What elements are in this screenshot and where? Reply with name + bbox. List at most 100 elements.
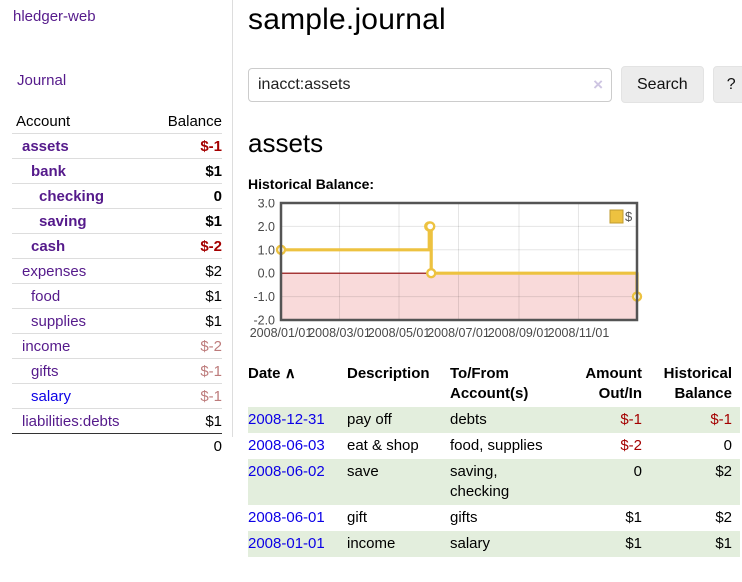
transaction-amount: $-1 <box>620 411 642 428</box>
transaction-date-link[interactable]: 2008-01-01 <box>248 535 325 552</box>
sidebar-account-liabilities-debts[interactable]: liabilities:debts <box>22 413 120 430</box>
account-table-header: Account Balance <box>12 109 222 133</box>
transaction-description: gift <box>347 509 368 526</box>
account-balance: $-2 <box>200 238 222 255</box>
register-table: Date ∧ Description To/From Account(s) Am… <box>248 361 740 557</box>
transaction-description: save <box>347 463 379 480</box>
historical-balance-chart: $3.0 2.0 1.0 0.0 -1.0 -2.02008/01/012008/03/0… <box>250 199 643 340</box>
transaction-description: eat & shop <box>347 437 419 454</box>
transaction-row: 2008-12-31 pay off debts $-1 $-1 <box>248 407 740 433</box>
account-balance: 0 <box>213 188 222 205</box>
svg-text:0.0: 0.0 <box>258 267 275 281</box>
clear-search-icon[interactable]: × <box>593 74 603 94</box>
transaction-date-link[interactable]: 2008-12-31 <box>248 411 325 428</box>
account-column-header: Account <box>16 113 71 130</box>
account-balance: $1 <box>205 288 222 305</box>
transaction-row: 2008-01-01 income salary $1 $1 <box>248 531 740 557</box>
sidebar-account-row: income $-2 <box>12 333 222 358</box>
sidebar-account-supplies[interactable]: supplies <box>31 313 87 330</box>
sidebar-account-salary[interactable]: salary <box>31 388 72 405</box>
help-button[interactable]: ? <box>712 66 742 103</box>
svg-text:2008/07/01: 2008/07/01 <box>427 326 490 340</box>
svg-text:1.0: 1.0 <box>258 243 275 257</box>
svg-text:2.0: 2.0 <box>258 220 275 234</box>
transaction-accounts: food, supplies <box>450 437 543 454</box>
svg-text:2008/11/01: 2008/11/01 <box>548 326 610 340</box>
transaction-balance: $2 <box>715 463 732 480</box>
transaction-row: 2008-06-03 eat & shop food, supplies $-2… <box>248 433 740 459</box>
svg-text:2008/05/01: 2008/05/01 <box>368 326 431 340</box>
page-title: sample.journal <box>248 3 446 36</box>
transaction-balance: $-1 <box>710 411 732 428</box>
transaction-description: pay off <box>347 411 392 428</box>
account-balance: $1 <box>205 313 222 330</box>
account-heading: assets <box>248 128 324 158</box>
sidebar-account-gifts[interactable]: gifts <box>31 363 59 380</box>
nav-journal-link[interactable]: Journal <box>17 72 67 89</box>
sidebar-account-row: checking 0 <box>12 183 222 208</box>
description-column-header: Description <box>347 365 430 382</box>
transaction-date-link[interactable]: 2008-06-01 <box>248 509 325 526</box>
transaction-accounts: saving, checking <box>450 463 510 500</box>
transaction-balance: 0 <box>723 437 732 454</box>
account-balance: $-1 <box>200 138 222 155</box>
transaction-accounts: salary <box>450 535 491 552</box>
account-balance: $-1 <box>200 363 222 380</box>
transaction-accounts: gifts <box>450 509 478 526</box>
transaction-amount: 0 <box>633 463 642 480</box>
sidebar-total-row: 0 <box>12 433 222 458</box>
account-balance: $1 <box>205 163 222 180</box>
sidebar-account-food[interactable]: food <box>31 288 61 305</box>
sidebar-account-bank[interactable]: bank <box>31 163 67 180</box>
sidebar-account-row: gifts $-1 <box>12 358 222 383</box>
transaction-accounts: debts <box>450 411 487 428</box>
account-balance: $-2 <box>200 338 222 355</box>
date-column-header[interactable]: Date ∧ <box>248 365 296 382</box>
svg-text:3.0: 3.0 <box>258 199 275 211</box>
sidebar-account-income[interactable]: income <box>22 338 71 355</box>
register-header-row: Date ∧ Description To/From Account(s) Am… <box>248 361 740 407</box>
svg-text:2008/03/01: 2008/03/01 <box>308 326 371 340</box>
balance-column-header: Balance <box>167 113 222 130</box>
transaction-balance: $1 <box>715 535 732 552</box>
account-balance: $1 <box>205 413 222 430</box>
sidebar-account-saving[interactable]: saving <box>39 213 87 230</box>
tofrom-column-header: To/From Account(s) <box>450 365 529 402</box>
sidebar-account-assets[interactable]: assets <box>22 138 69 155</box>
sidebar-account-cash[interactable]: cash <box>31 238 66 255</box>
sidebar-account-row: liabilities:debts $1 <box>12 408 222 433</box>
svg-text:-1.0: -1.0 <box>253 290 275 304</box>
sort-ascending-icon: ∧ <box>284 365 296 382</box>
sidebar-account-expenses[interactable]: expenses <box>22 263 87 280</box>
transaction-description: income <box>347 535 396 552</box>
sidebar-account-row: bank $1 <box>12 158 222 183</box>
sidebar-account-row: salary $-1 <box>12 383 222 408</box>
transaction-amount: $1 <box>625 509 642 526</box>
sidebar: hledger-web Journal Account Balance asse… <box>0 0 233 455</box>
account-balance: $1 <box>205 213 222 230</box>
sidebar-account-row: assets $-1 <box>12 133 222 158</box>
sidebar-account-row: food $1 <box>12 283 222 308</box>
svg-text:2008/01/01: 2008/01/01 <box>250 326 313 340</box>
sidebar-account-row: expenses $2 <box>12 258 222 283</box>
search-input[interactable] <box>248 67 612 102</box>
sidebar-account-checking[interactable]: checking <box>39 188 105 205</box>
account-balance-table: Account Balance assets $-1 bank $1 check… <box>12 109 222 458</box>
transaction-date-link[interactable]: 2008-06-02 <box>248 463 325 480</box>
sidebar-account-row: cash $-2 <box>12 233 222 258</box>
svg-text:2008/09/01: 2008/09/01 <box>488 326 551 340</box>
sidebar-account-row: saving $1 <box>12 208 222 233</box>
app-brand-link[interactable]: hledger-web <box>13 8 96 25</box>
chart-title: Historical Balance: <box>248 176 375 192</box>
search-button[interactable]: Search <box>621 66 704 103</box>
total-balance: 0 <box>213 438 222 455</box>
transaction-date-link[interactable]: 2008-06-03 <box>248 437 325 454</box>
transaction-row: 2008-06-01 gift gifts $1 $2 <box>248 505 740 531</box>
account-balance: $2 <box>205 263 222 280</box>
svg-text:-2.0: -2.0 <box>253 314 275 328</box>
sidebar-account-row: supplies $1 <box>12 308 222 333</box>
transaction-balance: $2 <box>715 509 732 526</box>
account-balance: $-1 <box>200 388 222 405</box>
transaction-amount: $1 <box>625 535 642 552</box>
transaction-amount: $-2 <box>620 437 642 454</box>
